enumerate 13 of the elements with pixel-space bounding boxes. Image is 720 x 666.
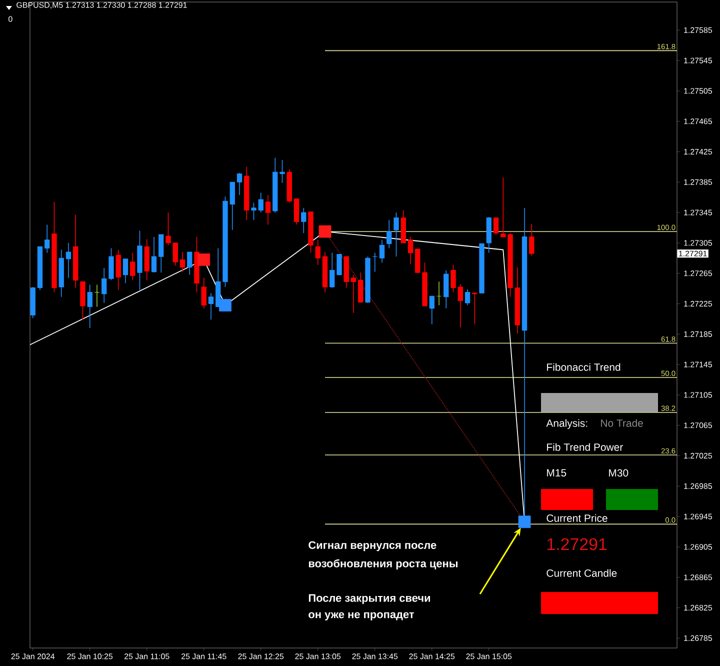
annotation: Сигнал вернулся после	[308, 541, 436, 552]
annotation: Fib Trend Power	[547, 443, 623, 451]
annotation: M30	[609, 469, 628, 477]
annotation: возобновления роста цены	[308, 559, 458, 570]
annotation: После закрытия свечи	[308, 594, 430, 604]
annotation: No Trade	[601, 419, 643, 427]
annotation: Current Price	[546, 514, 608, 522]
annotation: 1.27291	[548, 538, 607, 550]
annotation: Analysis:	[546, 419, 588, 429]
annotation: Current Candle	[546, 569, 617, 577]
annotation: M15	[547, 469, 566, 477]
annotation: Fibonacci Trend	[547, 363, 620, 371]
annotation: он уже не пропадет	[308, 612, 414, 620]
